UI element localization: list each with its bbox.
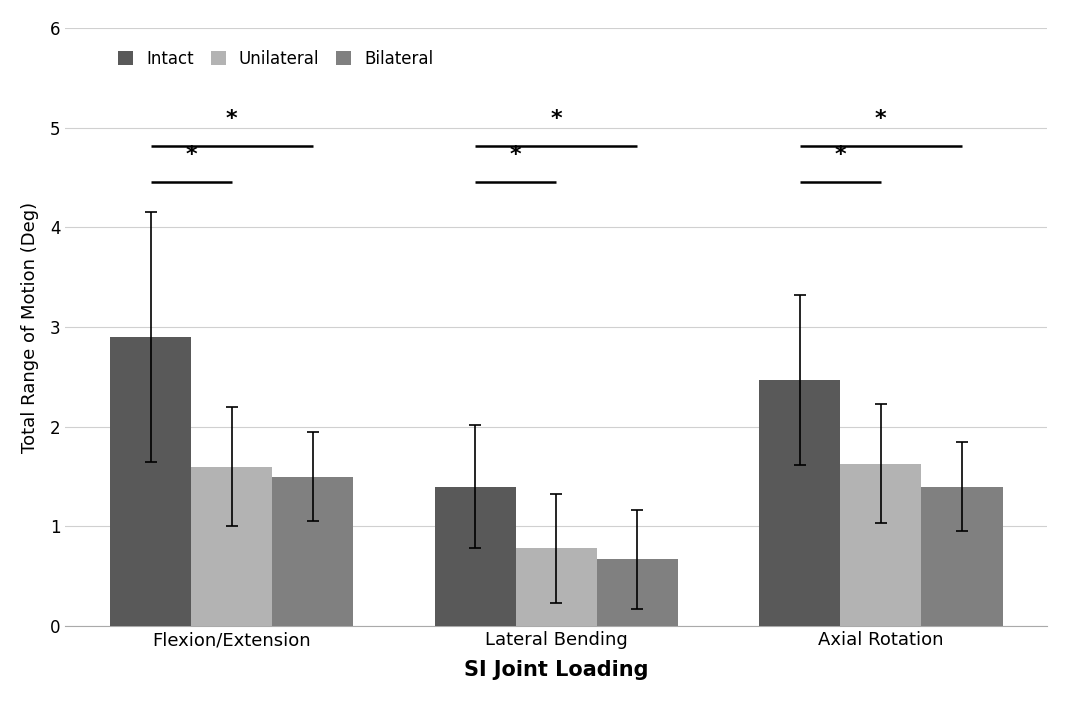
- Bar: [516, 548, 597, 626]
- Y-axis label: Total Range of Motion (Deg): Total Range of Motion (Deg): [21, 201, 38, 453]
- X-axis label: SI Joint Loading: SI Joint Loading: [465, 660, 648, 680]
- Text: *: *: [186, 145, 197, 165]
- Text: *: *: [550, 109, 562, 128]
- Bar: [759, 380, 841, 626]
- Text: *: *: [875, 109, 886, 128]
- Bar: [191, 467, 272, 626]
- Bar: [435, 486, 516, 626]
- Bar: [110, 337, 191, 626]
- Text: *: *: [834, 145, 846, 165]
- Text: *: *: [509, 145, 521, 165]
- Text: *: *: [226, 109, 237, 128]
- Bar: [597, 559, 678, 626]
- Legend: Intact, Unilateral, Bilateral: Intact, Unilateral, Bilateral: [113, 45, 439, 73]
- Bar: [272, 477, 354, 626]
- Bar: [841, 463, 922, 626]
- Bar: [922, 486, 1003, 626]
